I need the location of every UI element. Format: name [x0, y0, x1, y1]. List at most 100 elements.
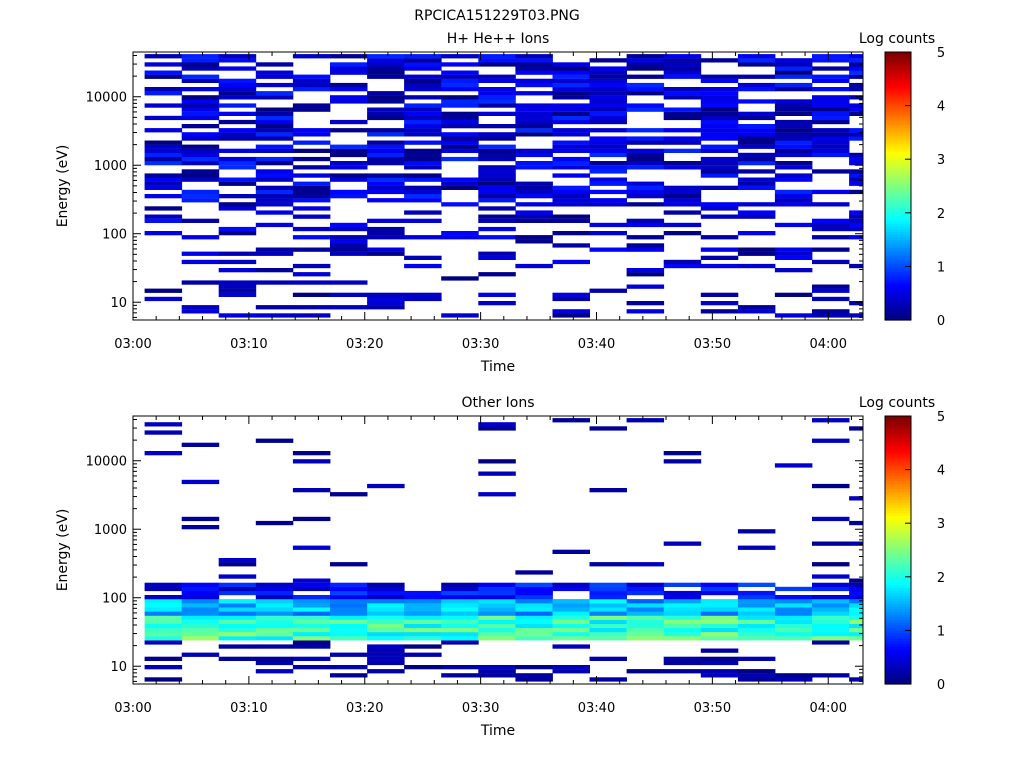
heatmap-cell	[478, 74, 516, 79]
heatmap-cell	[478, 235, 516, 240]
heatmap-cell	[144, 214, 183, 219]
heatmap-cell	[626, 235, 665, 240]
heatmap-cell	[144, 218, 183, 223]
heatmap-cell	[774, 82, 813, 88]
heatmap-cell	[812, 615, 850, 620]
heatmap-cell	[849, 111, 863, 116]
heatmap-cell	[663, 231, 702, 236]
heatmap-cell	[330, 239, 368, 244]
heatmap-cell	[292, 545, 331, 550]
heatmap-cell	[404, 623, 442, 629]
heatmap-cell	[589, 619, 627, 624]
heatmap-cell	[218, 128, 257, 133]
colorbar-step	[885, 202, 911, 206]
colorbar-step	[885, 215, 911, 219]
heatmap-cell	[404, 82, 442, 88]
heatmap-cell	[367, 599, 405, 604]
heatmap-cell	[849, 496, 863, 501]
heatmap-cell	[737, 673, 776, 678]
colorbar-step	[885, 242, 911, 246]
heatmap-cell	[849, 169, 863, 174]
heatmap-cell	[441, 103, 479, 108]
heatmap-cell	[441, 231, 479, 236]
colorbar-step	[885, 156, 911, 160]
heatmap-cell	[515, 132, 553, 137]
heatmap-cell	[774, 119, 813, 125]
heatmap-cell	[737, 177, 776, 182]
heatmap-cell	[478, 189, 516, 195]
heatmap-cell	[589, 115, 627, 121]
heatmap-cell	[663, 636, 702, 641]
heatmap-cell	[478, 586, 516, 592]
heatmap-cell	[812, 226, 850, 232]
heatmap-cell	[552, 70, 590, 75]
heatmap-cell	[218, 95, 257, 100]
heatmap-cell	[737, 140, 776, 145]
heatmap-cell	[812, 189, 850, 195]
colorbar-step	[885, 261, 911, 265]
heatmap-cell	[144, 181, 183, 186]
heatmap-cell	[441, 185, 479, 190]
heatmap-cell	[700, 603, 739, 608]
heatmap-cell	[589, 599, 627, 604]
heatmap-cell	[849, 181, 863, 186]
heatmap-cell	[589, 288, 627, 293]
heatmap-cell	[589, 426, 627, 431]
heatmap-cell	[812, 140, 850, 145]
heatmap-cell	[552, 95, 590, 100]
heatmap-cell	[849, 595, 863, 600]
heatmap-cell	[552, 632, 590, 637]
heatmap-cell	[441, 313, 479, 318]
heatmap-cell	[552, 636, 590, 641]
heatmap-cell	[255, 194, 294, 199]
heatmap-cell	[589, 177, 627, 182]
heatmap-cell	[218, 586, 257, 592]
heatmap-cell	[478, 619, 516, 624]
heatmap-cell	[478, 255, 516, 260]
heatmap-cell	[849, 599, 863, 604]
heatmap-cell	[626, 82, 665, 88]
heatmap-cell	[737, 169, 776, 174]
heatmap-cell	[181, 603, 220, 608]
heatmap-cell	[478, 623, 516, 629]
x-tick-label: 03:20	[346, 701, 383, 716]
heatmap-cell	[218, 226, 257, 232]
heatmap-cell	[441, 140, 479, 145]
heatmap-cell	[144, 206, 183, 211]
heatmap-cell	[292, 198, 331, 203]
heatmap-cell	[663, 611, 702, 616]
colorbar-frame	[884, 415, 912, 685]
heatmap-cell	[144, 152, 183, 158]
heatmap-cell	[330, 82, 368, 88]
heatmap-cell	[292, 516, 331, 522]
colorbar-step	[885, 643, 911, 648]
heatmap-cell	[181, 582, 220, 587]
heatmap-cell	[181, 590, 220, 596]
heatmap-cell	[478, 169, 516, 174]
heatmap-cell	[367, 140, 405, 145]
heatmap-cell	[255, 268, 294, 273]
heatmap-cell	[478, 152, 516, 158]
heatmap-cell	[552, 418, 590, 423]
heatmap-cell	[292, 247, 331, 252]
heatmap-cell	[478, 471, 516, 476]
heatmap-cell	[292, 263, 331, 269]
heatmap-cell	[181, 194, 220, 199]
heatmap-cell	[218, 313, 257, 318]
heatmap-cell	[144, 451, 183, 456]
heatmap-cell	[552, 627, 590, 633]
heatmap-cell	[478, 54, 516, 59]
heatmap-cell	[441, 202, 479, 207]
heatmap-cell	[589, 103, 627, 108]
heatmap-cell	[589, 582, 627, 587]
heatmap-cell	[255, 189, 294, 195]
heatmap-cell	[812, 516, 850, 522]
heatmap-cell	[774, 599, 813, 604]
heatmap-cell	[181, 586, 220, 592]
heatmap-cell	[181, 99, 220, 104]
heatmap-cell	[849, 520, 863, 526]
heatmap-cell	[144, 91, 183, 96]
colorbar-step	[885, 76, 911, 80]
heatmap-cell	[589, 677, 627, 682]
heatmap-cell	[552, 313, 590, 318]
